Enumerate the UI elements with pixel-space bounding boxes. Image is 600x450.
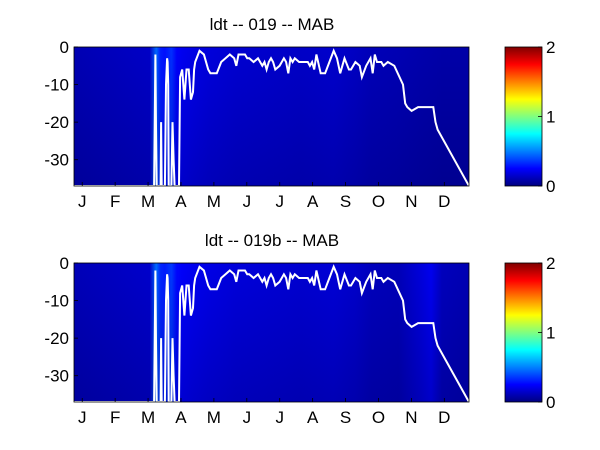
x-tick-label: N bbox=[405, 192, 417, 211]
panel-2-contour-line bbox=[74, 264, 469, 402]
colorbar-tick-label: 0 bbox=[546, 177, 555, 196]
x-tick-label: A bbox=[307, 192, 319, 211]
panel-2-depth-shading bbox=[74, 263, 469, 402]
x-tick-label: M bbox=[141, 408, 155, 427]
colorbar-tick-label: 0 bbox=[546, 393, 555, 412]
colorbar-tick-label: 2 bbox=[546, 38, 555, 57]
panel-1: ldt -- 019 -- MAB J F M A M J J A S O N D 0 -10 -20 -3… bbox=[44, 15, 555, 211]
panel-1-contour-line bbox=[74, 48, 469, 186]
y-tick-label: -10 bbox=[44, 292, 69, 311]
x-tick-label: S bbox=[340, 408, 351, 427]
colorbar-1 bbox=[504, 46, 543, 187]
panel-2: ldt -- 019b -- MAB J F M A M J J A S O N D 0 -10 -20 -… bbox=[44, 231, 555, 427]
colorbar-2 bbox=[504, 262, 543, 403]
colorbar-tick-label: 1 bbox=[546, 108, 555, 127]
x-tick-label: F bbox=[110, 408, 120, 427]
panel-1-title: ldt -- 019 -- MAB bbox=[210, 15, 335, 34]
x-tick-label: M bbox=[207, 192, 221, 211]
x-tick-label: O bbox=[372, 192, 385, 211]
colorbar-tick-label: 2 bbox=[546, 254, 555, 273]
x-tick-label: M bbox=[207, 408, 221, 427]
x-tick-label: A bbox=[175, 192, 187, 211]
colorbar-2-ticks: 0 1 2 bbox=[538, 254, 555, 412]
x-tick-label: J bbox=[78, 192, 87, 211]
x-tick-label: O bbox=[372, 408, 385, 427]
panel-2-axes-frame bbox=[73, 262, 470, 403]
y-tick-label: -30 bbox=[44, 367, 69, 386]
x-tick-label: F bbox=[110, 192, 120, 211]
panel-1-axes-frame bbox=[73, 46, 470, 187]
x-tick-label: M bbox=[141, 192, 155, 211]
x-tick-label: J bbox=[275, 192, 284, 211]
y-tick-label: -10 bbox=[44, 76, 69, 95]
x-tick-label: S bbox=[340, 192, 351, 211]
x-tick-label: J bbox=[243, 408, 252, 427]
x-tick-label: D bbox=[438, 192, 450, 211]
depth-overlay bbox=[74, 47, 469, 186]
x-tick-label: J bbox=[78, 408, 87, 427]
y-tick-label: -20 bbox=[44, 113, 69, 132]
depth-overlay bbox=[74, 263, 469, 402]
x-tick-label: A bbox=[175, 408, 187, 427]
panel-2-title: ldt -- 019b -- MAB bbox=[205, 231, 339, 250]
panel-1-y-ticks: 0 -10 -20 -30 bbox=[44, 38, 78, 170]
panel-2-y-ticks: 0 -10 -20 -30 bbox=[44, 254, 78, 386]
x-tick-label: J bbox=[243, 192, 252, 211]
y-tick-label: -20 bbox=[44, 329, 69, 348]
x-tick-label: J bbox=[275, 408, 284, 427]
panel-1-depth-shading bbox=[74, 47, 469, 186]
x-tick-label: D bbox=[438, 408, 450, 427]
y-tick-label: 0 bbox=[60, 38, 69, 57]
x-tick-label: A bbox=[307, 408, 319, 427]
x-tick-label: N bbox=[405, 408, 417, 427]
colorbar-1-ticks: 0 1 2 bbox=[538, 38, 555, 196]
y-tick-label: 0 bbox=[60, 254, 69, 273]
colorbar-tick-label: 1 bbox=[546, 324, 555, 343]
y-tick-label: -30 bbox=[44, 151, 69, 170]
